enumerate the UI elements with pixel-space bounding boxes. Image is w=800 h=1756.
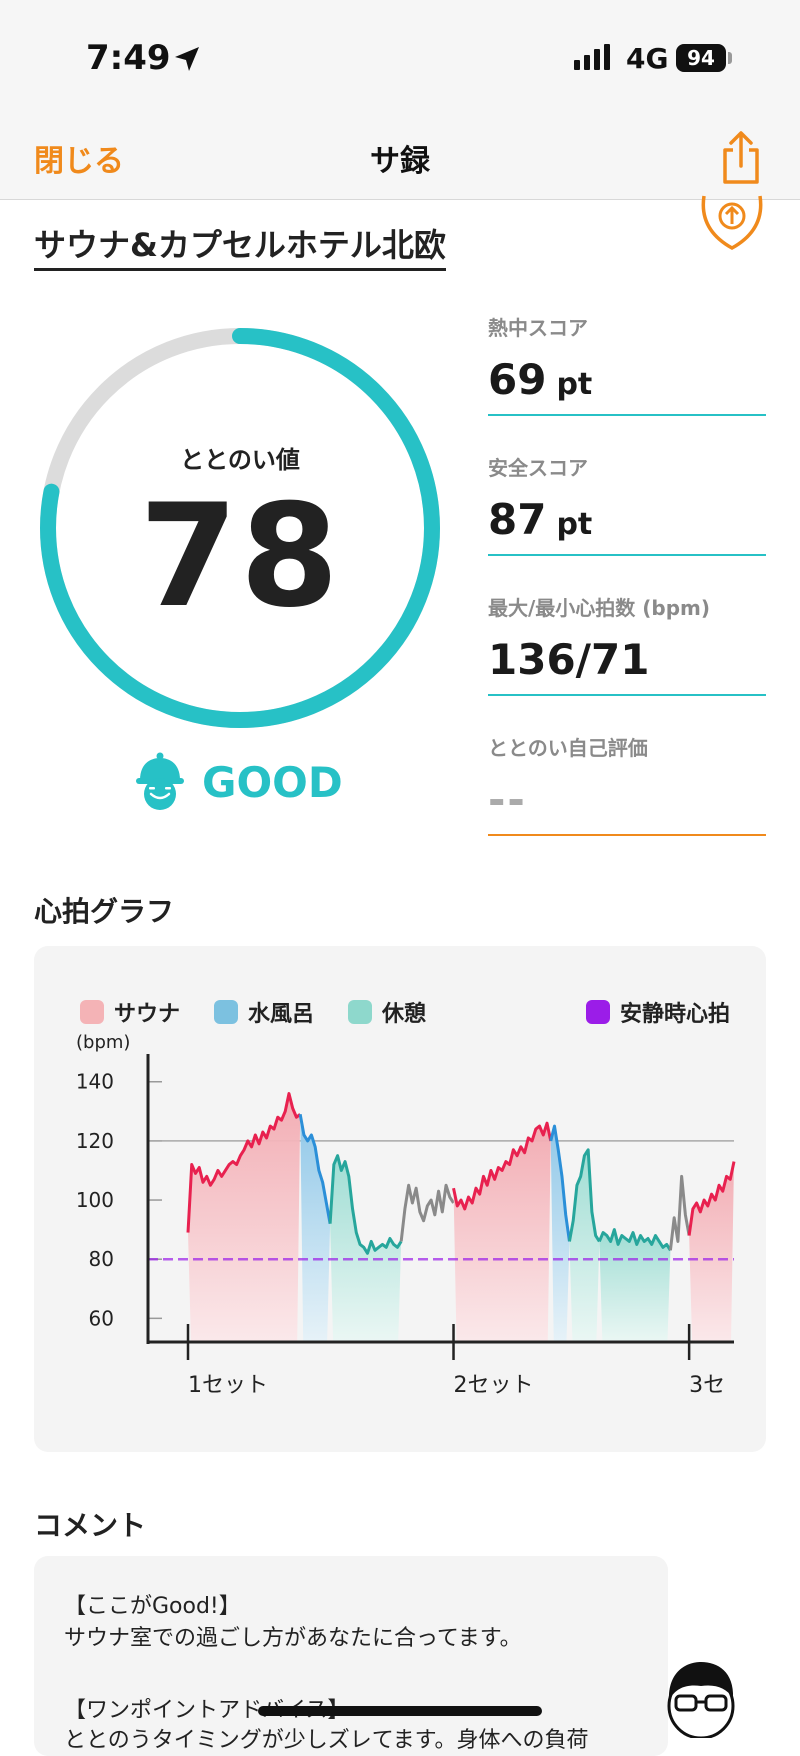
- legend-resting-hr: 安静時心拍: [586, 998, 731, 1027]
- signal-icon: [574, 44, 610, 70]
- line-sauna: [687, 1161, 736, 1236]
- area-rest: [569, 1149, 600, 1342]
- stat-value: 69 pt: [488, 355, 593, 404]
- gauge-label: ととのい値: [180, 446, 300, 474]
- legend-sauna-label: サウナ: [114, 1002, 181, 1027]
- line-other: [668, 1174, 691, 1251]
- stat-safety-score: 安全スコア 87 pt: [488, 452, 766, 556]
- legend-cold: 水風呂: [214, 998, 315, 1027]
- x-tick-label: 1セット: [188, 1373, 268, 1398]
- y-tick-label: 140: [76, 1070, 114, 1094]
- y-tick-label: 60: [89, 1306, 114, 1330]
- legend-rest: 休憩: [348, 998, 427, 1027]
- comment-card: 【ここがGood!】 サウナ室での過ごし方があなたに合ってます。 【ワンポイント…: [34, 1556, 668, 1756]
- stat-divider: [488, 694, 766, 696]
- sauna-hat-character-icon: [136, 752, 184, 810]
- stat-label: 安全スコア: [488, 456, 588, 480]
- stat-heart-rate: 最大/最小心拍数 (bpm) 136/71: [488, 592, 766, 696]
- x-tick-label: 2セット: [454, 1373, 534, 1398]
- network-type: 4G: [626, 42, 669, 75]
- advisor-avatar-icon: [667, 1662, 735, 1738]
- page-title: サ録: [370, 144, 430, 179]
- x-tick-label: 3セ: [689, 1373, 725, 1398]
- gauge-progress: [40, 328, 440, 728]
- facility-name[interactable]: サウナ&カプセルホテル北欧: [34, 220, 446, 271]
- navigation-bar: 閉じる サ録: [0, 110, 800, 200]
- legend-cold-label: 水風呂: [248, 1002, 315, 1027]
- stat-value[interactable]: --: [488, 775, 527, 824]
- stat-label: 最大/最小心拍数 (bpm): [488, 596, 711, 620]
- comment-line: 【ここがGood!】: [64, 1594, 241, 1619]
- line-sauna: [186, 1092, 302, 1233]
- stat-self-rating[interactable]: ととのい自己評価 --: [488, 732, 766, 836]
- stat-divider: [488, 554, 766, 556]
- share-icon[interactable]: [718, 130, 764, 186]
- heart-graph-card: サウナ 水風呂 休憩 安静時心拍 (bpm) 140 120 100 80 60 1セット 2…: [34, 946, 766, 1452]
- legend-resting-hr-label: 安静時心拍: [620, 1002, 731, 1027]
- stat-value: 136/71: [488, 635, 650, 684]
- home-indicator: [258, 1706, 542, 1716]
- close-button[interactable]: 閉じる: [34, 144, 124, 179]
- legend-sauna: サウナ: [80, 998, 181, 1027]
- comment-title: コメント: [34, 1509, 147, 1542]
- legend-cold-swatch: [214, 1000, 238, 1024]
- heart-graph-title: 心拍グラフ: [34, 895, 175, 928]
- area-sauna: [689, 1161, 734, 1342]
- battery-tip: [728, 52, 732, 64]
- line-sauna: [452, 1121, 553, 1211]
- comment-line: サウナ室での過ごし方があなたに合ってます。: [64, 1626, 522, 1651]
- line-cold: [298, 1114, 332, 1224]
- stat-divider: [488, 834, 766, 836]
- stat-divider: [488, 414, 766, 416]
- line-rest: [597, 1228, 672, 1252]
- area-rest: [599, 1229, 671, 1342]
- stat-label: 熱中スコア: [488, 316, 588, 340]
- y-tick-label: 100: [76, 1188, 114, 1212]
- area-sauna: [453, 1123, 551, 1342]
- heart-rate-chart: (bpm) 140 120 100 80 60 1セット 2セット 3セ: [76, 1032, 736, 1398]
- clock: 7:49: [86, 38, 171, 78]
- aufguss-badge-icon[interactable]: [698, 192, 766, 254]
- legend-sauna-swatch: [80, 1000, 104, 1024]
- totonoi-gauge: [40, 328, 440, 728]
- y-tick-label: 120: [76, 1129, 114, 1153]
- location-arrow-icon: [175, 47, 199, 71]
- area-cold: [300, 1114, 331, 1342]
- battery-icon: 94: [676, 44, 726, 72]
- line-rest: [567, 1148, 601, 1243]
- area-cold: [550, 1126, 570, 1342]
- legend-rest-swatch: [348, 1000, 372, 1024]
- y-tick-label: 80: [89, 1247, 114, 1271]
- legend-rest-label: 休憩: [382, 1002, 427, 1027]
- stat-heat-score: 熱中スコア 69 pt: [488, 312, 766, 416]
- legend-resting-hr-swatch: [586, 1000, 610, 1024]
- stat-value: 87 pt: [488, 495, 593, 544]
- y-axis-unit: (bpm): [76, 1032, 130, 1053]
- gauge-value: 78: [139, 474, 341, 639]
- line-cold: [549, 1124, 571, 1242]
- status-bar: 7:49 4G 94: [0, 0, 800, 110]
- line-rest: [328, 1154, 403, 1255]
- area-sauna: [188, 1093, 301, 1342]
- line-other: [399, 1183, 455, 1242]
- comment-line: ととのうタイミングが少しズレてます。身体への負荷: [64, 1728, 589, 1753]
- area-rest: [330, 1155, 402, 1342]
- rating-text: GOOD: [202, 758, 343, 807]
- stat-label: ととのい自己評価: [488, 736, 648, 760]
